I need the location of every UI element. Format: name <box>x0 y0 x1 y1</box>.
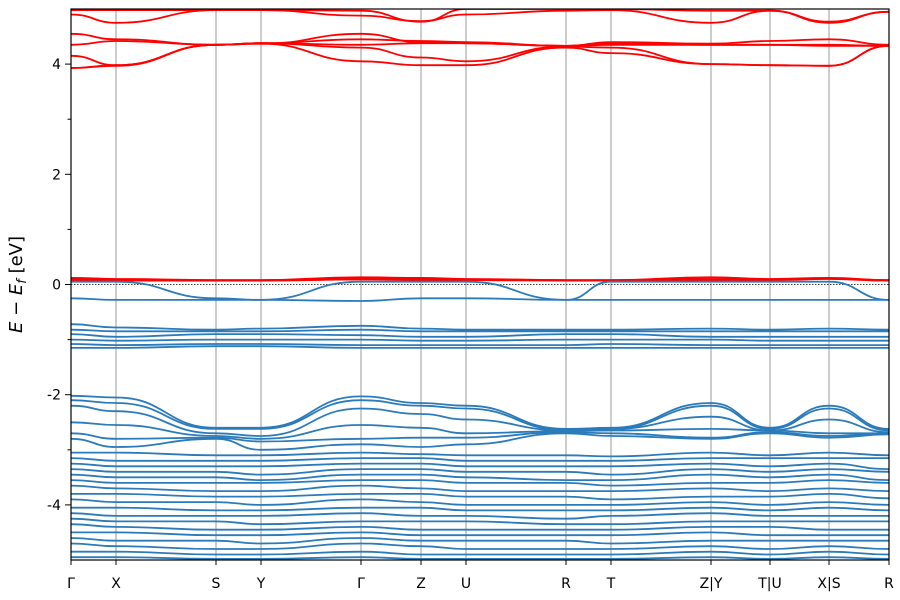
valence-band-line <box>71 550 889 556</box>
valence-band-line <box>71 457 889 462</box>
valence-band-line <box>71 517 889 526</box>
valence-band-line <box>71 343 889 347</box>
kpoint-label: T <box>606 576 616 592</box>
kpoint-label: Z <box>416 576 426 592</box>
kpoint-label: Γ <box>357 576 365 592</box>
conduction-band-line <box>71 9 889 24</box>
y-tick-label: 0 <box>52 278 61 294</box>
valence-band-line <box>71 345 889 349</box>
conduction-band-line <box>71 278 889 282</box>
valence-band-line <box>71 556 889 560</box>
y-tick-label: 4 <box>52 57 61 73</box>
kpoint-label: R <box>561 576 571 592</box>
kpoint-label: Γ <box>67 576 75 592</box>
conduction-band-line <box>71 42 889 69</box>
valence-band-line <box>71 498 889 506</box>
kpoint-label: T|U <box>757 576 782 592</box>
valence-band-line <box>71 297 889 302</box>
kpoint-label: Z|Y <box>700 576 723 592</box>
kpoint-label: X|S <box>817 576 840 592</box>
y-axis-label-main: E − E <box>6 283 27 333</box>
kpoint-label: X <box>111 576 121 592</box>
valence-band-line <box>71 473 889 482</box>
valence-band-line <box>71 506 889 512</box>
valence-band-line <box>71 484 889 493</box>
valence-band-line <box>71 492 889 501</box>
valence-band-line <box>71 323 889 331</box>
valence-band-line <box>71 280 889 301</box>
y-axis-label: E − Ef [eV] <box>6 236 30 333</box>
kpoint-label: R <box>884 576 894 592</box>
y-tick-label: -2 <box>47 388 61 404</box>
kpoint-label: Y <box>256 576 266 592</box>
valence-band-line <box>71 399 889 432</box>
valence-band-line <box>71 542 889 550</box>
y-axis-label-unit: [eV] <box>6 236 27 279</box>
valence-band-line <box>71 328 889 333</box>
y-tick-label: 2 <box>52 167 61 183</box>
valence-band-line <box>71 523 889 531</box>
y-axis-label-sub: f <box>15 277 30 284</box>
valence-band-line <box>71 431 889 443</box>
valence-band-line <box>71 333 889 338</box>
valence-band-line <box>71 479 889 487</box>
valence-band-line <box>71 451 889 458</box>
kpoint-label: U <box>461 576 471 592</box>
kpoint-label: S <box>212 576 221 592</box>
valence-band-line <box>71 421 889 440</box>
valence-band-line <box>71 394 889 430</box>
y-tick-label: -4 <box>47 498 61 514</box>
valence-band-line <box>71 462 889 470</box>
valence-band-line <box>71 531 889 537</box>
valence-band-line <box>71 512 889 520</box>
valence-band-line <box>71 338 889 342</box>
valence-band-line <box>71 537 889 545</box>
valence-band-line <box>71 468 889 476</box>
valence-band-line <box>71 432 889 451</box>
